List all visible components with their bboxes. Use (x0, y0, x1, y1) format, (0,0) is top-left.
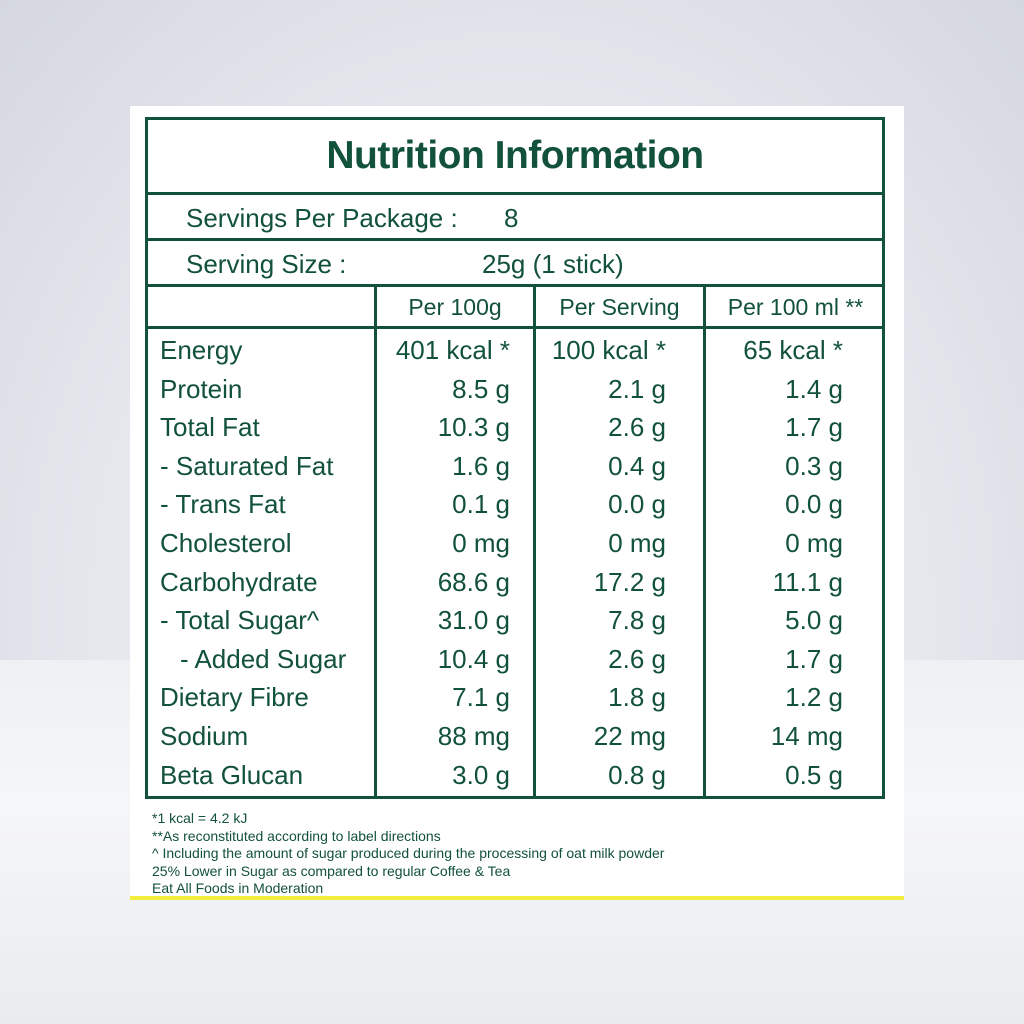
value-per-100ml: 14 mg (770, 721, 843, 751)
serving-size-label: Serving Size : (186, 249, 347, 279)
footnote-kcal: *1 kcal = 4.2 kJ (152, 810, 248, 826)
value-per-serving: 2.6 g (608, 643, 666, 674)
servings-per-package-label: Servings Per Package : (186, 203, 458, 233)
value-per-100ml: 0.0 g (785, 489, 843, 520)
value-per-serving: 0.4 g (608, 450, 666, 481)
nutrient-row: - Added Sugar 10.4 g 2.6 g 1.7 g (148, 644, 882, 682)
servings-per-package-value: 8 (504, 203, 519, 233)
column-header-row (148, 287, 882, 329)
value-per-100g: 3.0 g (452, 759, 510, 790)
value-per-100g: 8.5 g (452, 373, 510, 404)
footnote-reconstituted: **As reconstituted according to label di… (152, 827, 441, 844)
yellow-accent-bar (130, 896, 904, 900)
value-per-100g: 0.1 g (452, 489, 510, 520)
nutrient-name: Cholesterol (160, 528, 292, 558)
value-per-100g: 0 mg (452, 528, 510, 558)
nutrient-name: Sodium (160, 721, 249, 751)
value-per-serving: 2.6 g (608, 412, 666, 443)
nutrient-name: - Trans Fat (160, 489, 286, 520)
value-per-serving: 2.1 g (608, 373, 666, 404)
column-header-per-serving: Per Serving (559, 294, 680, 320)
value-per-100ml: 1.7 g (785, 643, 843, 674)
footnote-lower-sugar: 25% Lower in Sugar as compared to regula… (152, 862, 511, 879)
footnotes: *1 kcal = 4.2 kJ **As reconstituted acco… (152, 810, 892, 898)
column-header-per-100g: Per 100g (408, 294, 502, 320)
servings-per-package-row: Servings Per Package : 8 (148, 195, 882, 241)
nutrient-name: Protein (160, 373, 243, 404)
nutrient-row: - Saturated Fat 1.6 g 0.4 g 0.3 g (148, 451, 882, 489)
value-per-100g: 10.4 g (437, 643, 510, 674)
value-per-100ml: 0.3 g (785, 450, 843, 481)
value-per-100ml: 0 mg (785, 528, 843, 558)
value-per-100g: 7.1 g (452, 682, 510, 713)
nutrient-row: Energy 401 kcal * 100 kcal * 65 kcal * (148, 335, 882, 373)
table-title: Nutrition Information (326, 134, 704, 177)
nutrition-table: Nutrition Information Servings Per Packa… (145, 117, 885, 799)
nutrient-row: Sodium 88 mg 22 mg 14 mg (148, 721, 882, 759)
nutrient-row: Cholesterol 0 mg 0 mg 0 mg (148, 528, 882, 566)
value-per-serving: 0.0 g (608, 489, 666, 520)
value-per-serving: 1.8 g (608, 682, 666, 713)
value-per-100ml: 1.2 g (785, 682, 843, 713)
value-per-100ml: 5.0 g (785, 605, 843, 636)
nutrient-row: Protein 8.5 g 2.1 g 1.4 g (148, 374, 882, 412)
nutrient-name: Beta Glucan (160, 759, 304, 790)
column-divider (533, 287, 536, 796)
footnote-sugar: ^ Including the amount of sugar produced… (152, 845, 665, 861)
value-per-100ml: 11.1 g (772, 566, 843, 597)
value-per-100g: 10.3 g (437, 412, 510, 443)
value-per-100g: 31.0 g (437, 605, 510, 636)
value-per-serving: 17.2 g (593, 566, 666, 597)
value-per-serving: 100 kcal * (551, 335, 666, 365)
nutrient-row: Dietary Fibre 7.1 g 1.8 g 1.2 g (148, 682, 882, 720)
nutrient-name: Dietary Fibre (160, 682, 309, 713)
value-per-100ml: 1.7 g (785, 412, 843, 443)
value-per-100g: 1.6 g (452, 450, 510, 481)
nutrient-name: - Total Sugar^ (160, 605, 320, 636)
value-per-100ml: 1.4 g (785, 373, 843, 404)
column-divider (374, 287, 377, 796)
nutrient-row: Total Fat 10.3 g 2.6 g 1.7 g (148, 412, 882, 450)
value-per-100g: 88 mg (437, 721, 510, 751)
value-per-serving: 0 mg (608, 528, 666, 558)
column-divider (703, 287, 706, 796)
nutrient-row: - Total Sugar^ 31.0 g 7.8 g 5.0 g (148, 605, 882, 643)
nutrient-name: - Added Sugar (180, 643, 347, 674)
value-per-100g: 68.6 g (437, 566, 510, 597)
column-header-per-100ml: Per 100 ml ** (727, 294, 864, 320)
value-per-serving: 22 mg (593, 721, 666, 751)
nutrient-row: - Trans Fat 0.1 g 0.0 g 0.0 g (148, 489, 882, 527)
nutrient-row: Beta Glucan 3.0 g 0.8 g 0.5 g (148, 760, 882, 798)
title-row: Nutrition Information (148, 120, 882, 195)
nutrient-name: Total Fat (160, 412, 260, 443)
value-per-100g: 401 kcal * (395, 335, 510, 365)
nutrient-name: Energy (160, 335, 243, 365)
nutrient-row: Carbohydrate 68.6 g 17.2 g 11.1 g (148, 567, 882, 605)
value-per-100ml: 0.5 g (785, 759, 843, 790)
nutrient-name: - Saturated Fat (160, 450, 334, 481)
footnote-moderation: Eat All Foods in Moderation (152, 880, 324, 896)
value-per-serving: 0.8 g (608, 759, 666, 790)
serving-size-row: Serving Size : 25g (1 stick) (148, 241, 882, 287)
nutrient-name: Carbohydrate (160, 566, 318, 597)
value-per-serving: 7.8 g (608, 605, 666, 636)
serving-size-value: 25g (1 stick) (482, 249, 624, 279)
value-per-100ml: 65 kcal * (743, 335, 843, 365)
